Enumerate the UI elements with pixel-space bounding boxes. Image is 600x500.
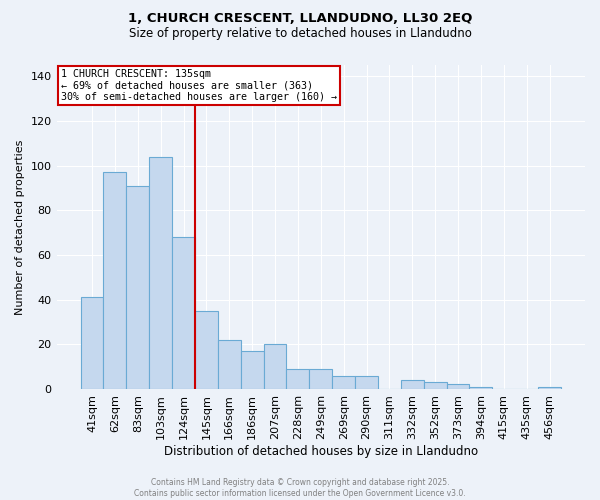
Text: 1 CHURCH CRESCENT: 135sqm
← 69% of detached houses are smaller (363)
30% of semi: 1 CHURCH CRESCENT: 135sqm ← 69% of detac…	[61, 69, 337, 102]
Bar	[172, 237, 195, 389]
Bar	[241, 351, 263, 389]
Text: Size of property relative to detached houses in Llandudno: Size of property relative to detached ho…	[128, 28, 472, 40]
Bar	[103, 172, 127, 389]
Bar	[538, 386, 561, 389]
Bar	[446, 384, 469, 389]
Bar	[286, 369, 310, 389]
Bar	[469, 386, 493, 389]
Bar	[424, 382, 446, 389]
X-axis label: Distribution of detached houses by size in Llandudno: Distribution of detached houses by size …	[164, 444, 478, 458]
Y-axis label: Number of detached properties: Number of detached properties	[15, 140, 25, 314]
Bar	[263, 344, 286, 389]
Text: 1, CHURCH CRESCENT, LLANDUDNO, LL30 2EQ: 1, CHURCH CRESCENT, LLANDUDNO, LL30 2EQ	[128, 12, 472, 26]
Bar	[310, 369, 332, 389]
Bar	[127, 186, 149, 389]
Bar	[332, 376, 355, 389]
Bar	[401, 380, 424, 389]
Text: Contains HM Land Registry data © Crown copyright and database right 2025.
Contai: Contains HM Land Registry data © Crown c…	[134, 478, 466, 498]
Bar	[149, 156, 172, 389]
Bar	[355, 376, 378, 389]
Bar	[218, 340, 241, 389]
Bar	[80, 298, 103, 389]
Bar	[195, 311, 218, 389]
